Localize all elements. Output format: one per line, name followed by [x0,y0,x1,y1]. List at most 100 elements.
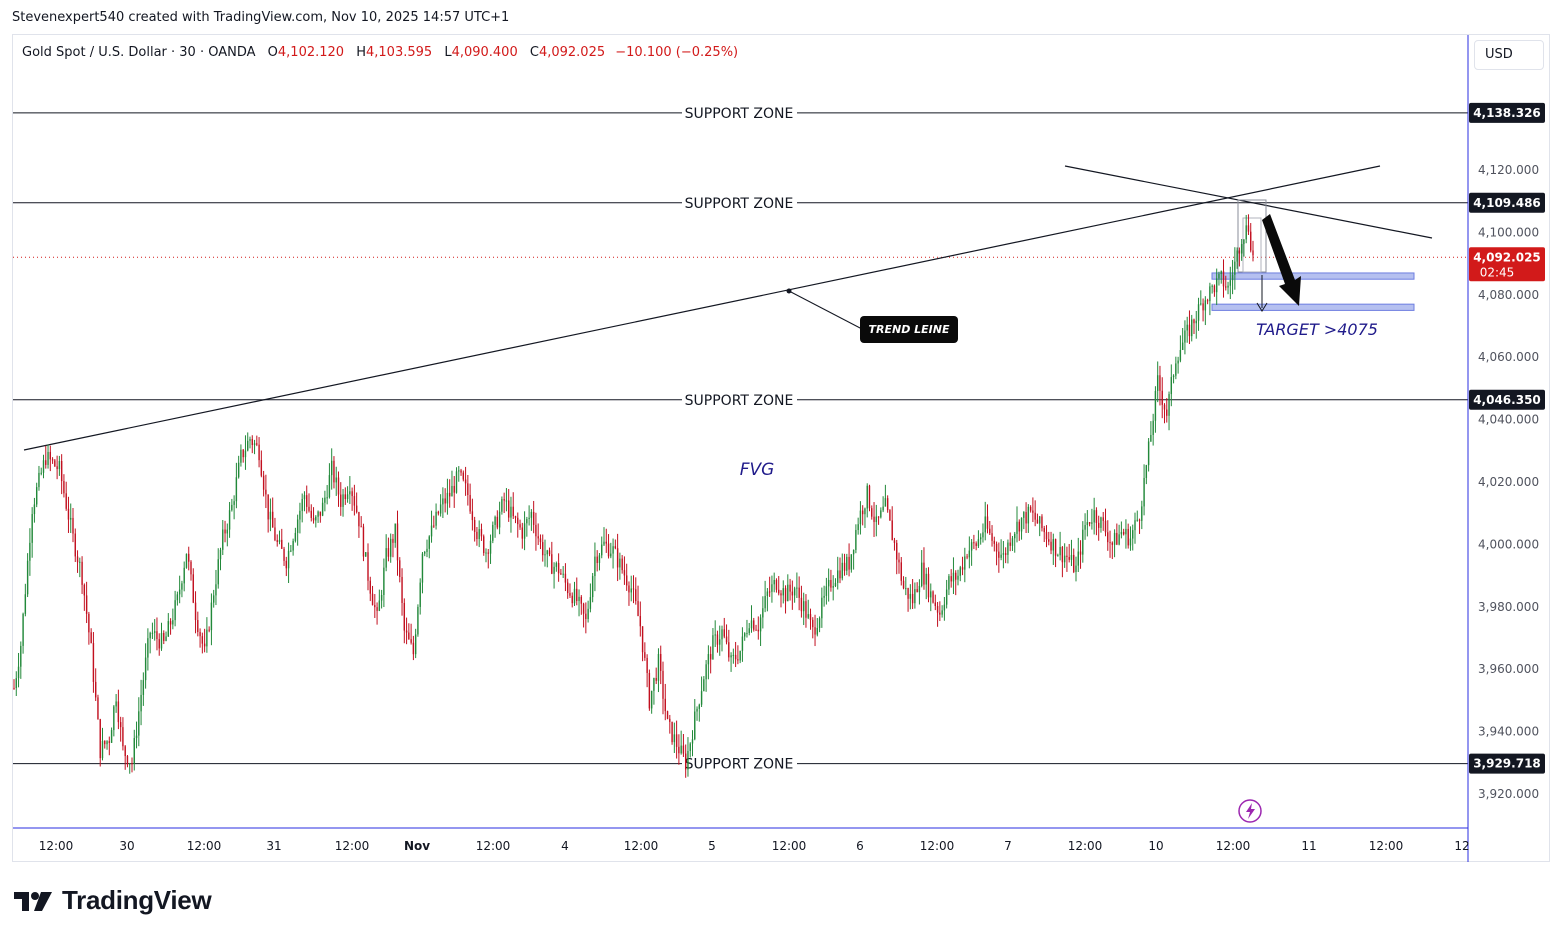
candle-body [369,580,371,594]
candle-body [247,440,249,451]
candle-body [40,472,42,474]
candle-body [560,573,562,575]
projection-box-inner [1242,217,1262,273]
candle-body [753,620,755,630]
candle-body [496,516,499,528]
candle-body [56,466,58,470]
candle-body [830,579,832,588]
candle-body [1118,534,1120,545]
candle-body [832,586,834,588]
candle-body [721,629,723,640]
candle-body [460,470,462,473]
high-label: H [356,45,366,60]
y-tick-label: 4,040.000 [1478,413,1539,427]
candle-body [294,532,297,541]
candle-body [746,633,748,635]
candle-body [285,560,288,569]
candle-body [657,653,660,681]
candle-body [918,585,921,593]
candle-body [389,538,392,557]
candle-body [653,678,655,691]
candle-body [984,516,986,533]
candle-body [185,553,188,568]
candle-body [63,481,65,494]
x-tick-label: 6 [856,839,864,853]
candle-body [117,701,120,723]
candle-body [330,460,333,476]
candle-body [995,543,998,552]
candle-body [122,727,124,747]
candle-body [1252,250,1254,256]
candle-body [1043,528,1045,533]
candle-body [38,472,40,488]
candle-body [562,573,564,575]
candle-body [768,591,771,593]
candle-body [1020,517,1023,532]
candle-body [1014,533,1016,539]
candle-body [532,511,535,525]
candle-body [1209,286,1211,302]
candle-body [1075,565,1077,572]
candle-body [900,562,902,581]
candle-body [641,626,644,653]
candle-body [1088,522,1091,524]
candle-body [707,654,710,665]
trend-label-connector [788,290,863,330]
candle-body [1011,538,1014,546]
candle-body [950,576,952,582]
candle-body [671,721,673,743]
candle-body [793,588,796,596]
candle-body [210,602,213,631]
y-tick-label: 3,960.000 [1478,662,1539,676]
candle-body [800,597,803,612]
candle-body [79,561,81,563]
candle-body [94,681,97,698]
candle-body [1191,319,1193,337]
y-tick-label: 3,980.000 [1478,600,1539,614]
trend-line [23,165,1381,451]
candle-body [784,588,787,602]
candle-body [1238,250,1241,254]
candle-body [553,566,555,574]
level-price-label: 4,046.350 [1473,393,1541,407]
support-zone-lines: SUPPORT ZONE SUPPORT ZONE SUPPORT ZONE SUPP… [13,106,1468,773]
candle-body [49,451,52,460]
candlestick-series [13,214,1254,778]
x-tick-label: 12:00 [624,839,659,853]
level-price-tag [1469,192,1545,213]
candle-body [274,527,276,541]
candle-body [619,558,621,568]
candle-body [387,548,390,557]
candle-body [1136,519,1138,521]
brand-name: TradingView [62,885,212,915]
candle-body [923,562,925,585]
candle-body [439,504,442,514]
candle-body [1073,554,1075,572]
candle-body [1225,286,1227,288]
candle-body [660,653,662,671]
candle-body [374,605,376,608]
candle-body [453,485,455,493]
level-price-label: 4,109.486 [1473,196,1541,210]
candle-body [623,570,626,576]
candle-body [678,746,680,754]
candle-body [646,657,648,674]
candle-body [226,529,229,534]
candle-body [104,741,106,745]
candle-body [628,585,630,593]
candle-body [868,485,871,509]
candle-body [54,460,56,467]
currency-button[interactable]: USD [1474,40,1544,70]
candle-body [977,539,980,546]
candle-body [242,449,244,458]
candle-body [442,498,444,505]
candle-body [705,664,707,680]
candle-body [231,504,233,511]
candle-body [1150,434,1152,442]
candle-body [1113,532,1116,545]
candle-body [684,753,687,770]
candle-body [65,493,67,509]
candle-body [1184,330,1186,343]
candle-body [1034,512,1036,520]
